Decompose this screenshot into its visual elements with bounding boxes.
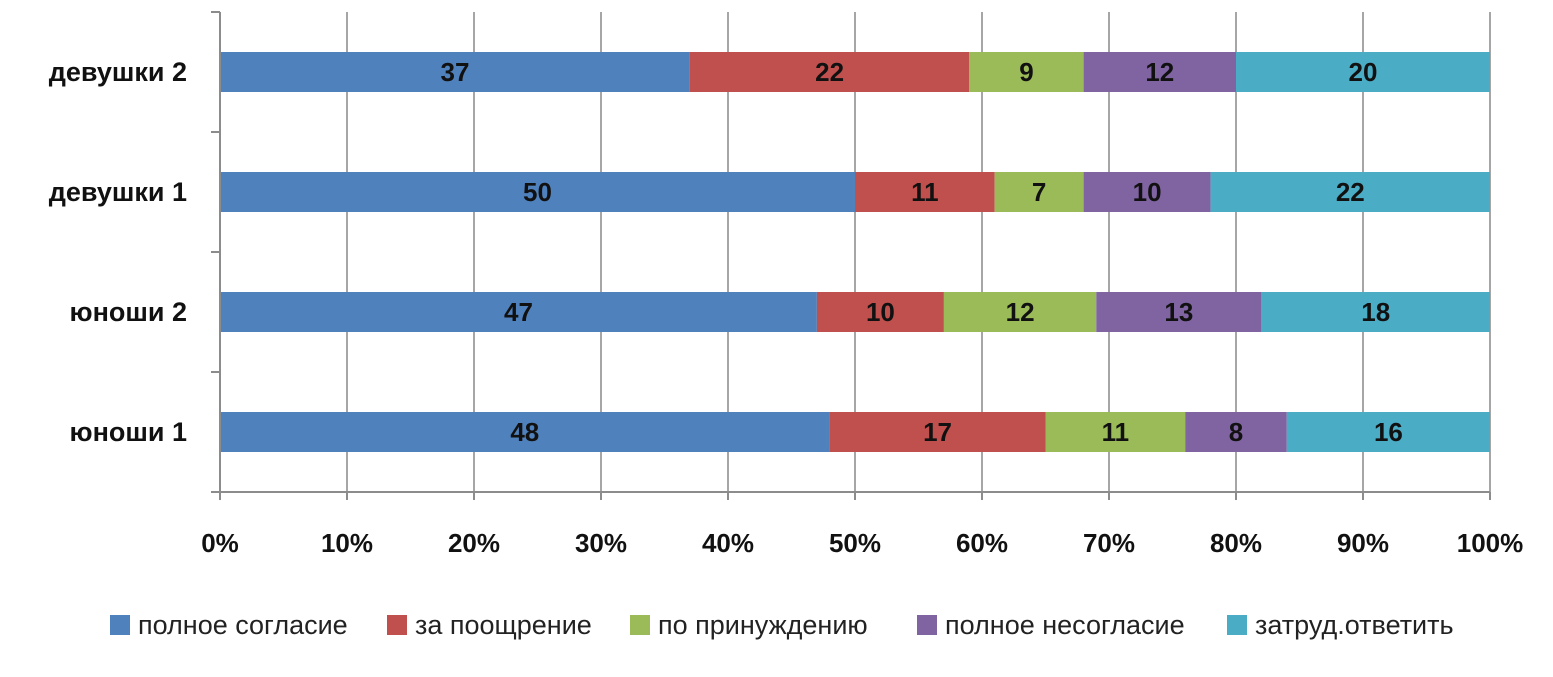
data-label: 47 xyxy=(504,297,533,327)
bar-segment xyxy=(689,52,970,92)
data-label: 11 xyxy=(911,177,939,207)
data-label: 8 xyxy=(1229,417,1243,447)
bar-segment xyxy=(829,412,1046,452)
legend-label: полное несогласие xyxy=(945,610,1185,640)
x-tick-label: 70% xyxy=(1083,528,1135,558)
legend-swatch xyxy=(387,615,407,635)
bar-segment xyxy=(220,292,817,332)
bar-segment xyxy=(855,172,995,212)
bar-segment xyxy=(943,292,1097,332)
data-label: 17 xyxy=(923,417,952,447)
data-label: 10 xyxy=(866,297,895,327)
data-label: 50 xyxy=(523,177,552,207)
category-label: девушки 2 xyxy=(49,57,187,87)
bar-segment xyxy=(1286,412,1490,452)
data-label: 20 xyxy=(1349,57,1378,87)
category-labels: юноши 1 юноши 2 девушки 1 девушки 2 xyxy=(49,57,187,447)
data-label: 22 xyxy=(1336,177,1365,207)
bar-segment xyxy=(1261,292,1490,332)
legend: полное согласие за поощрение по принуждени… xyxy=(110,610,1454,640)
data-label: 18 xyxy=(1361,297,1390,327)
x-tick-label: 50% xyxy=(829,528,881,558)
x-tick-label: 20% xyxy=(448,528,500,558)
axes xyxy=(211,11,1491,500)
data-label: 12 xyxy=(1006,297,1035,327)
bar-segment xyxy=(1210,172,1490,212)
legend-swatch xyxy=(917,615,937,635)
x-tick-label: 60% xyxy=(956,528,1008,558)
bar-segment xyxy=(220,52,690,92)
data-label: 12 xyxy=(1145,57,1174,87)
data-label: 22 xyxy=(815,57,844,87)
x-tick-labels: 0% 10% 20% 30% 40% 50% 60% 70% 80% 90% 100% xyxy=(201,528,1523,558)
bar-segment xyxy=(1185,412,1287,452)
x-tick-label: 80% xyxy=(1210,528,1262,558)
x-tick-label: 100% xyxy=(1457,528,1524,558)
bar-segment xyxy=(816,292,944,332)
data-label: 48 xyxy=(510,417,539,447)
data-label: 10 xyxy=(1133,177,1162,207)
x-tick-label: 40% xyxy=(702,528,754,558)
data-label: 16 xyxy=(1374,417,1403,447)
category-label: девушки 1 xyxy=(49,177,187,207)
data-label: 13 xyxy=(1164,297,1193,327)
data-label: 9 xyxy=(1019,57,1033,87)
legend-label: затруд.ответить xyxy=(1255,610,1454,640)
bar-segment xyxy=(1083,172,1211,212)
legend-label: полное согласие xyxy=(138,610,348,640)
bar-segment xyxy=(220,172,855,212)
data-label: 37 xyxy=(440,57,469,87)
bar-segment xyxy=(969,52,1084,92)
category-label: юноши 2 xyxy=(70,297,187,327)
bar-segment xyxy=(220,412,830,452)
bar-segment xyxy=(994,172,1084,212)
x-tick-label: 30% xyxy=(575,528,627,558)
bar-segment xyxy=(1236,52,1490,92)
legend-swatch xyxy=(110,615,130,635)
data-label: 7 xyxy=(1032,177,1046,207)
x-tick-label: 90% xyxy=(1337,528,1389,558)
bar-segment xyxy=(1083,52,1236,92)
legend-label: по принуждению xyxy=(658,610,868,640)
legend-label: за поощрение xyxy=(415,610,592,640)
x-tick-label: 10% xyxy=(321,528,373,558)
legend-swatch xyxy=(630,615,650,635)
x-tick-label: 0% xyxy=(201,528,239,558)
bar-segment xyxy=(1096,292,1262,332)
category-label: юноши 1 xyxy=(70,417,187,447)
bar-segment xyxy=(1045,412,1186,452)
data-label: 11 xyxy=(1102,417,1130,447)
legend-swatch xyxy=(1227,615,1247,635)
bars: 48 17 11 8 16 47 10 12 13 18 50 11 7 10 22 37 22 9 12 20 xyxy=(220,52,1490,452)
